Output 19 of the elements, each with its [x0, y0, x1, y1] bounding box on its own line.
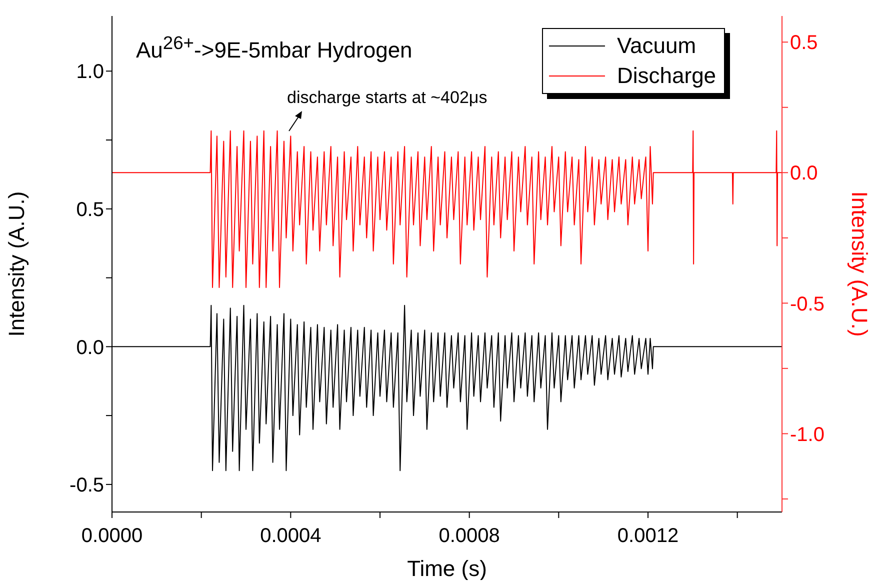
text: Au$^{26+}$->9E-5mbar Hydrogen	[136, 32, 412, 64]
y2-tick-label: 0.0	[790, 162, 818, 185]
line-series	[112, 130, 782, 288]
annotation: discharge starts at ~402μs	[287, 88, 488, 108]
y-tick-label: 1.0	[76, 61, 104, 84]
y2-axis-title: Intensity (A.U.)	[847, 191, 872, 337]
y2-tick-label: -0.5	[790, 293, 824, 316]
y-axis-title: Intensity (A.U.)	[4, 191, 29, 337]
x-tick-label: 0.0012	[617, 525, 679, 548]
y-tick-label: 0.5	[76, 198, 104, 221]
y2-tick-label: -1.0	[790, 424, 824, 446]
y-tick-label: 0.0	[76, 336, 104, 359]
x-tick-label: 0.0004	[260, 525, 322, 548]
x-tick-label: 0.0000	[81, 525, 143, 548]
legend-label: Discharge	[617, 62, 716, 90]
y2-tick-label: 0.5	[790, 32, 818, 54]
x-tick-label: 0.0008	[438, 525, 500, 548]
y-tick-label: -0.5	[70, 474, 104, 497]
legend-label: Vacuum	[617, 32, 696, 60]
